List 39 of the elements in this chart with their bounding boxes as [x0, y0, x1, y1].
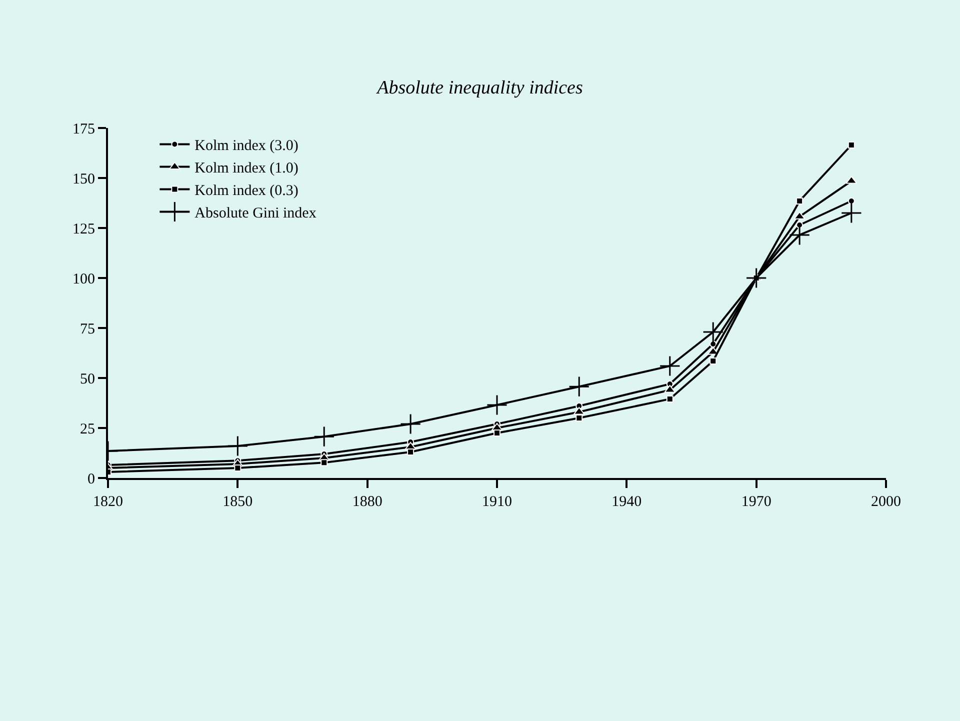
- y-tick-label: 175: [72, 121, 95, 138]
- point: [840, 202, 862, 224]
- point: [666, 396, 674, 402]
- x-tick-label: 2000: [871, 494, 901, 510]
- y-tick-label: 125: [72, 221, 95, 238]
- x-tick-label: 1880: [352, 494, 382, 510]
- y-tick-label: 25: [80, 421, 95, 438]
- point: [796, 198, 804, 204]
- point: [659, 355, 680, 377]
- point: [576, 414, 583, 422]
- x-tick-label: 1970: [741, 494, 772, 510]
- x-tick-label: 1820: [93, 494, 123, 510]
- point: [702, 321, 724, 343]
- point: [234, 464, 242, 472]
- x-tick-label: 1910: [482, 494, 512, 510]
- point: [400, 413, 422, 435]
- legend-label: Kolm index (3.0): [194, 138, 298, 154]
- point: [848, 142, 855, 148]
- legend-label: Kolm index (0.3): [194, 183, 298, 200]
- x-tick-label: 1850: [222, 494, 253, 510]
- legend-label: Absolute Gini index: [194, 206, 317, 222]
- legend-label: Kolm index (1.0): [194, 160, 298, 177]
- y-tick-label: 100: [72, 271, 95, 288]
- y-tick-label: 0: [88, 471, 95, 488]
- point: [227, 435, 248, 457]
- point: [848, 198, 855, 204]
- point: [710, 340, 717, 348]
- point: [494, 430, 500, 436]
- y-tick-label: 75: [80, 321, 95, 338]
- point: [320, 459, 328, 466]
- chart-title: Absolute inequality indices: [375, 78, 583, 99]
- y-tick-label: 50: [80, 371, 95, 388]
- y-tick-label: 150: [72, 171, 95, 188]
- x-tick-label: 1940: [612, 494, 642, 510]
- point: [314, 426, 335, 448]
- point: [568, 376, 590, 398]
- point: [710, 358, 717, 364]
- point: [407, 448, 414, 456]
- point: [486, 394, 508, 416]
